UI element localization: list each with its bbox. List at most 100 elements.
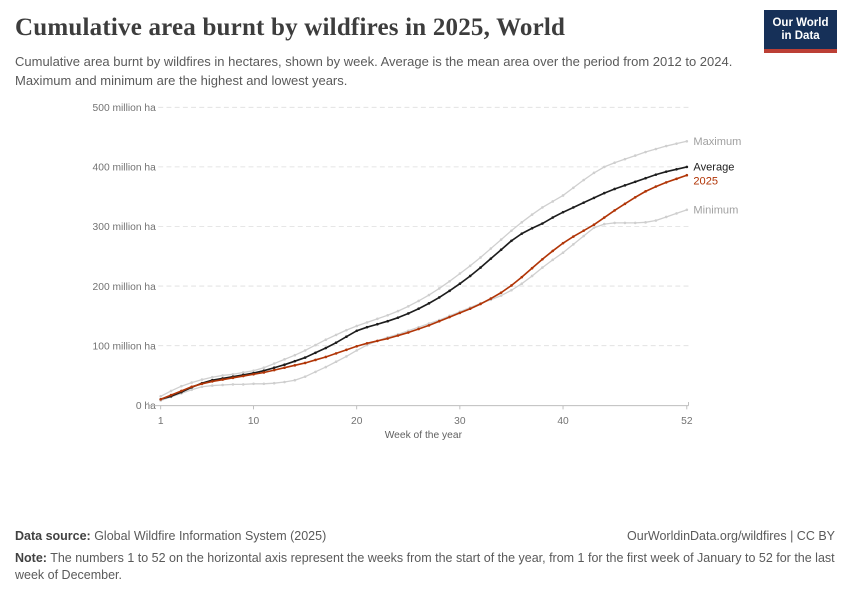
series-point-maximum-w39 bbox=[551, 200, 555, 203]
series-point-2025-w23 bbox=[386, 337, 389, 340]
series-point-2025-w6 bbox=[210, 380, 214, 383]
series-point-minimum-w50 bbox=[664, 215, 668, 219]
series-point-average-w14 bbox=[293, 359, 297, 363]
series-point-2025-w7 bbox=[221, 378, 224, 381]
y-tick-label-400: 400 million ha bbox=[93, 163, 157, 174]
series-line-2025[interactable] bbox=[160, 174, 688, 401]
data-source: Data source: Global Wildfire Information… bbox=[15, 529, 326, 543]
series-point-average-w17 bbox=[324, 346, 328, 350]
x-tick-label-40: 40 bbox=[557, 416, 569, 427]
series-point-average-w34 bbox=[499, 248, 503, 252]
series-point-2025-w13 bbox=[283, 366, 286, 370]
series-point-maximum-w29 bbox=[448, 279, 451, 283]
series-point-maximum-w20 bbox=[355, 324, 359, 328]
series-point-maximum-w17 bbox=[324, 338, 328, 342]
series-point-2025-w48 bbox=[644, 190, 647, 193]
series-point-2025-w46 bbox=[623, 202, 627, 206]
series-point-maximum-w33 bbox=[489, 247, 493, 250]
series-point-average-w31 bbox=[468, 274, 472, 278]
series-point-average-w49 bbox=[654, 173, 658, 176]
series-point-maximum-w16 bbox=[314, 343, 317, 347]
series-point-average-w26 bbox=[417, 307, 420, 311]
series-label-average[interactable]: Average bbox=[693, 162, 734, 174]
series-point-2025-w33 bbox=[489, 297, 493, 300]
series-point-2025-w28 bbox=[437, 319, 441, 323]
series-point-2025-w39 bbox=[551, 249, 555, 253]
series-point-minimum-w6 bbox=[210, 384, 214, 387]
series-point-average-w43 bbox=[592, 196, 596, 200]
series-point-maximum-w26 bbox=[417, 299, 420, 303]
series-point-2025-w19 bbox=[345, 348, 348, 352]
series-point-maximum-w43 bbox=[592, 171, 596, 175]
series-point-average-w18 bbox=[334, 341, 338, 344]
x-tick-label-52: 52 bbox=[681, 416, 693, 427]
series-point-minimum-w47 bbox=[633, 221, 637, 225]
y-tick-label-200: 200 million ha bbox=[93, 282, 157, 293]
owid-logo-line1: Our World bbox=[772, 17, 829, 29]
series-label-maximum[interactable]: Maximum bbox=[693, 136, 741, 148]
series-point-maximum-w32 bbox=[479, 256, 482, 259]
series-point-2025-w1 bbox=[159, 397, 163, 401]
series-label-minimum[interactable]: Minimum bbox=[693, 204, 738, 216]
series-point-2025-w18 bbox=[334, 352, 338, 355]
chart-footer: Data source: Global Wildfire Information… bbox=[15, 529, 835, 543]
series-point-minimum-w14 bbox=[293, 378, 297, 382]
series-point-average-w15 bbox=[303, 356, 307, 359]
note-label: Note: bbox=[15, 551, 47, 565]
series-point-2025-w30 bbox=[458, 311, 462, 315]
series-point-maximum-w35 bbox=[510, 229, 513, 232]
series-point-minimum-w4 bbox=[190, 388, 193, 392]
series-point-maximum-w42 bbox=[582, 178, 585, 182]
series-point-maximum-w49 bbox=[654, 147, 658, 151]
series-point-average-w46 bbox=[623, 184, 627, 187]
series-line-maximum[interactable] bbox=[160, 140, 687, 397]
series-point-maximum-w19 bbox=[345, 328, 348, 332]
series-point-average-w42 bbox=[582, 201, 585, 204]
series-point-maximum-w37 bbox=[530, 213, 534, 216]
series-point-maximum-w2 bbox=[169, 389, 173, 393]
series-point-average-w20 bbox=[355, 329, 359, 333]
series-line-minimum[interactable] bbox=[160, 209, 688, 402]
attribution-link[interactable]: OurWorldinData.org/wildfires | CC BY bbox=[627, 529, 835, 543]
series-point-minimum-w39 bbox=[551, 258, 555, 262]
series-line-average[interactable] bbox=[160, 166, 688, 401]
owid-logo-line2: in Data bbox=[781, 30, 820, 42]
series-point-2025-w3 bbox=[180, 389, 183, 393]
series-point-average-w35 bbox=[510, 239, 513, 243]
series-point-minimum-w15 bbox=[303, 375, 307, 378]
series-point-maximum-w21 bbox=[365, 321, 369, 324]
series-point-maximum-w30 bbox=[458, 272, 462, 275]
series-label-2025[interactable]: 2025 bbox=[693, 176, 718, 188]
series-point-maximum-w13 bbox=[283, 358, 286, 361]
series-point-minimum-w19 bbox=[345, 355, 348, 358]
series-point-maximum-w44 bbox=[602, 165, 606, 169]
series-point-average-w51 bbox=[675, 167, 678, 171]
series-point-maximum-w14 bbox=[293, 353, 297, 357]
series-point-average-w29 bbox=[448, 289, 451, 293]
series-point-2025-w25 bbox=[406, 331, 410, 334]
series-point-average-w25 bbox=[406, 312, 410, 315]
series-point-2025-w49 bbox=[654, 185, 658, 188]
series-point-average-w44 bbox=[602, 191, 606, 195]
series-point-maximum-w46 bbox=[623, 157, 627, 161]
series-point-average-w48 bbox=[644, 176, 647, 180]
series-point-2025-w45 bbox=[613, 209, 616, 212]
series-point-minimum-w7 bbox=[221, 383, 224, 387]
series-point-maximum-w1 bbox=[159, 394, 163, 398]
series-point-2025-w27 bbox=[427, 324, 431, 327]
series-point-2025-w44 bbox=[602, 216, 606, 219]
series-point-average-w13 bbox=[283, 363, 286, 367]
series-point-maximum-w34 bbox=[499, 238, 503, 241]
series-point-2025-w29 bbox=[448, 315, 451, 319]
y-tick-label-300: 300 million ha bbox=[93, 222, 157, 233]
series-point-minimum-w17 bbox=[324, 365, 328, 369]
series-point-average-w30 bbox=[458, 282, 462, 286]
data-source-value: Global Wildfire Information System (2025… bbox=[90, 529, 327, 543]
series-point-average-w41 bbox=[572, 206, 575, 209]
series-point-minimum-w9 bbox=[241, 383, 245, 386]
series-point-average-w32 bbox=[479, 266, 482, 269]
series-point-2025-w32 bbox=[479, 302, 482, 306]
x-tick-label-20: 20 bbox=[351, 416, 363, 427]
series-point-2025-w10 bbox=[252, 372, 255, 376]
series-point-2025-w52 bbox=[685, 173, 689, 177]
